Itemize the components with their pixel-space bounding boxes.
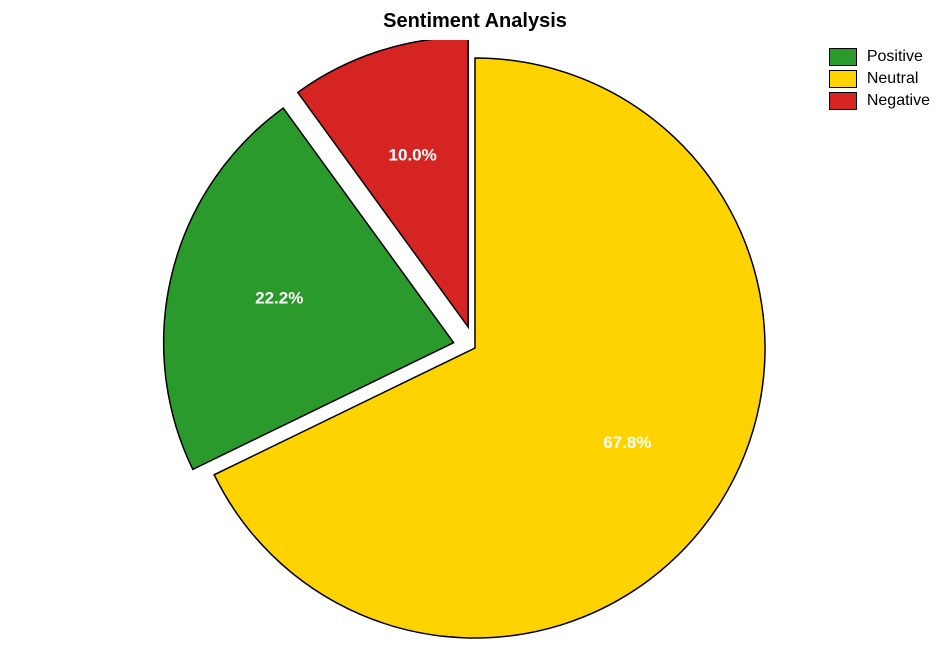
legend-label: Neutral bbox=[867, 70, 919, 88]
legend: Positive Neutral Negative bbox=[829, 48, 930, 114]
legend-swatch bbox=[829, 70, 857, 88]
slice-label-negative: 10.0% bbox=[389, 146, 437, 165]
legend-item-neutral: Neutral bbox=[829, 70, 930, 88]
legend-swatch bbox=[829, 92, 857, 110]
pie-chart-container: Sentiment Analysis 67.8% 22.2% 10.0% Posit… bbox=[0, 0, 950, 662]
legend-label: Positive bbox=[867, 48, 923, 66]
slice-label-positive: 22.2% bbox=[255, 289, 303, 308]
legend-item-negative: Negative bbox=[829, 92, 930, 110]
legend-label: Negative bbox=[867, 92, 930, 110]
slice-label-neutral: 67.8% bbox=[603, 433, 651, 452]
legend-swatch bbox=[829, 48, 857, 66]
legend-item-positive: Positive bbox=[829, 48, 930, 66]
pie-chart: 67.8% 22.2% 10.0% bbox=[0, 40, 950, 662]
chart-title: Sentiment Analysis bbox=[383, 10, 567, 33]
